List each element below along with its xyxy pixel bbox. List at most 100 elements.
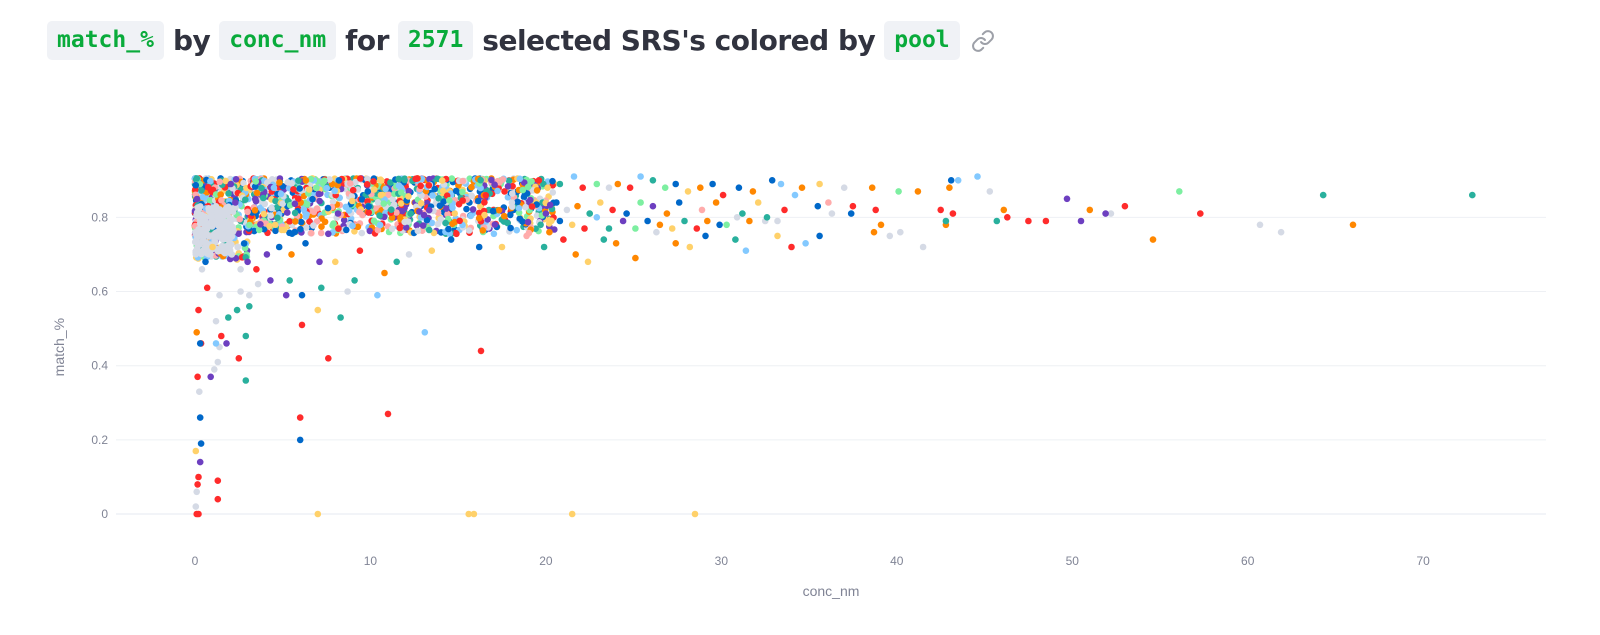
data-point bbox=[465, 510, 473, 518]
data-point bbox=[192, 237, 200, 244]
data-point bbox=[213, 229, 220, 236]
data-point bbox=[440, 198, 447, 205]
data-points bbox=[191, 173, 1476, 518]
data-point bbox=[212, 317, 220, 325]
x-tick-label: 70 bbox=[1416, 554, 1430, 568]
data-point bbox=[192, 181, 200, 189]
data-point bbox=[1469, 191, 1476, 199]
data-point bbox=[196, 458, 204, 466]
data-point bbox=[632, 225, 639, 232]
data-point bbox=[445, 225, 452, 233]
data-point bbox=[240, 179, 247, 187]
data-point bbox=[656, 221, 664, 229]
data-point bbox=[246, 221, 253, 229]
data-point bbox=[331, 187, 339, 195]
data-point bbox=[528, 203, 536, 210]
data-point bbox=[325, 230, 332, 238]
data-point bbox=[286, 277, 294, 284]
data-point bbox=[363, 181, 371, 188]
data-point bbox=[229, 205, 236, 212]
data-point bbox=[205, 184, 212, 191]
data-point bbox=[351, 277, 358, 284]
data-point bbox=[246, 291, 253, 299]
x-tick-label: 10 bbox=[364, 554, 378, 568]
data-point bbox=[401, 176, 408, 184]
data-point bbox=[276, 179, 283, 186]
data-point bbox=[412, 175, 419, 183]
data-point bbox=[746, 217, 753, 225]
data-point bbox=[413, 222, 421, 229]
data-point bbox=[574, 202, 581, 210]
y-axis-ticks: 0 0.2 0.4 0.6 0.8 bbox=[91, 210, 108, 521]
data-point bbox=[605, 225, 613, 232]
data-point bbox=[202, 258, 209, 266]
data-point bbox=[684, 188, 692, 195]
data-point bbox=[225, 190, 232, 197]
data-point bbox=[742, 247, 750, 254]
data-point bbox=[351, 228, 358, 235]
data-point bbox=[303, 201, 311, 208]
data-point bbox=[495, 206, 503, 214]
data-point bbox=[672, 240, 679, 247]
data-point bbox=[222, 205, 230, 213]
data-point bbox=[317, 229, 325, 237]
data-point bbox=[356, 247, 364, 254]
data-point bbox=[255, 226, 263, 234]
data-point bbox=[366, 227, 374, 235]
data-point bbox=[396, 224, 404, 232]
data-point bbox=[542, 210, 550, 217]
data-point bbox=[329, 198, 337, 205]
count-code: 2571 bbox=[397, 21, 474, 60]
title-word-rest: selected SRS's colored by bbox=[482, 24, 876, 57]
data-point bbox=[302, 240, 309, 247]
data-point bbox=[428, 247, 436, 254]
data-point bbox=[946, 184, 953, 191]
data-point bbox=[307, 175, 315, 183]
data-point bbox=[395, 175, 403, 183]
data-point bbox=[649, 202, 657, 210]
data-point bbox=[212, 219, 219, 227]
data-point bbox=[224, 242, 232, 249]
data-point bbox=[459, 188, 466, 196]
data-point bbox=[387, 179, 394, 186]
data-point bbox=[235, 230, 242, 237]
data-point bbox=[549, 177, 556, 185]
data-point bbox=[295, 177, 302, 184]
chart-title: match_% by conc_nm for 2571 selected SRS… bbox=[47, 21, 995, 60]
data-point bbox=[442, 219, 449, 227]
data-point bbox=[491, 181, 498, 188]
data-point bbox=[284, 209, 291, 216]
data-point bbox=[949, 210, 957, 217]
data-point bbox=[535, 177, 543, 184]
data-point bbox=[735, 184, 743, 191]
link-icon[interactable] bbox=[971, 29, 995, 53]
data-point bbox=[297, 218, 305, 226]
data-point bbox=[681, 217, 688, 225]
data-point bbox=[514, 198, 521, 206]
data-point bbox=[315, 190, 323, 198]
data-point bbox=[236, 215, 244, 223]
data-point bbox=[523, 232, 530, 240]
data-point bbox=[816, 180, 823, 188]
data-point bbox=[814, 202, 822, 210]
data-point bbox=[468, 192, 476, 200]
data-point bbox=[524, 218, 532, 226]
data-point bbox=[774, 217, 781, 225]
data-point bbox=[280, 226, 288, 234]
data-point bbox=[251, 207, 259, 214]
data-point bbox=[380, 200, 388, 207]
data-point bbox=[438, 177, 446, 184]
data-point bbox=[709, 180, 716, 188]
data-point bbox=[816, 232, 823, 240]
data-point bbox=[1025, 217, 1032, 225]
data-point bbox=[263, 251, 271, 258]
data-point bbox=[877, 221, 885, 229]
data-point bbox=[288, 251, 295, 258]
data-point bbox=[237, 266, 244, 273]
data-point bbox=[919, 243, 927, 251]
y-tick-label: 0 bbox=[101, 507, 108, 521]
data-point bbox=[216, 178, 223, 186]
data-point bbox=[272, 221, 279, 228]
data-point bbox=[214, 477, 222, 485]
